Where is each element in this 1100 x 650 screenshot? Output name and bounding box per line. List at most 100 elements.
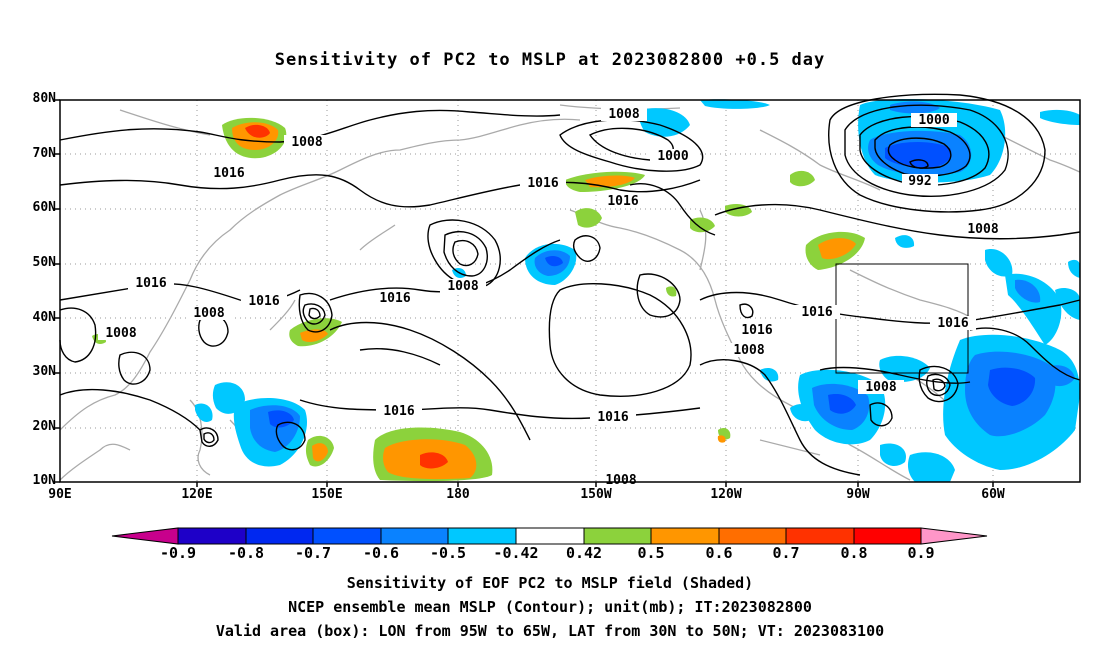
lon-label-90w: 90W bbox=[846, 487, 870, 502]
shade-patch bbox=[907, 452, 955, 482]
shade-patch bbox=[545, 255, 563, 267]
contour-label: 1000 bbox=[918, 113, 949, 128]
contour-label: 992 bbox=[908, 174, 931, 189]
caption-line-3: Valid area (box): LON from 95W to 65W, L… bbox=[215, 622, 885, 640]
shade-patch bbox=[760, 368, 779, 382]
contour-label: 1008 bbox=[105, 326, 136, 341]
lat-label-50n: 50N bbox=[32, 255, 56, 270]
mslp-contours bbox=[59, 93, 1081, 476]
contour-label: 1008 bbox=[193, 306, 224, 321]
colorbar-swatch bbox=[650, 527, 720, 545]
lat-label-30n: 30N bbox=[32, 364, 56, 379]
colorbar-label: -0.42 bbox=[493, 544, 539, 562]
colorbar-min-triangle bbox=[111, 527, 179, 545]
shade-patch bbox=[700, 99, 770, 109]
contour-label: 1016 bbox=[801, 305, 832, 320]
shade-patch bbox=[639, 108, 690, 137]
shade-patch bbox=[575, 208, 602, 228]
lon-label-150e: 150E bbox=[311, 487, 343, 502]
colorbar-swatch bbox=[718, 527, 787, 545]
shade-patch bbox=[690, 217, 715, 233]
colorbar bbox=[111, 527, 988, 545]
shade-patch bbox=[879, 355, 930, 382]
lat-label-10n: 10N bbox=[32, 473, 56, 488]
lon-label-120e: 120E bbox=[181, 487, 213, 502]
contour-label: 1016 bbox=[379, 291, 410, 306]
colorbar-swatch bbox=[177, 527, 247, 545]
lon-label-180: 180 bbox=[446, 487, 470, 502]
shade-patch bbox=[1040, 109, 1080, 125]
colorbar-swatch bbox=[785, 527, 855, 545]
shade-patch bbox=[585, 175, 635, 188]
shade-patch bbox=[312, 443, 328, 462]
colorbar-label: 0.6 bbox=[705, 544, 733, 562]
colorbar-label: 0.9 bbox=[907, 544, 935, 562]
contour-label: 1016 bbox=[383, 404, 414, 419]
colorbar-swatch bbox=[380, 527, 449, 545]
contour-label: 1000 bbox=[657, 149, 688, 164]
contour-label: 1008 bbox=[865, 380, 896, 395]
lat-label-20n: 20N bbox=[32, 419, 56, 434]
lon-label-120w: 120W bbox=[710, 487, 742, 502]
contour-label: 1016 bbox=[213, 166, 244, 181]
contour-label: 1016 bbox=[937, 316, 968, 331]
caption-line-1: Sensitivity of EOF PC2 to MSLP field (Sh… bbox=[346, 574, 754, 592]
colorbar-swatch bbox=[515, 527, 585, 545]
colorbar-swatch bbox=[853, 527, 922, 545]
shade-patch bbox=[895, 235, 915, 248]
contour-label: 1008 bbox=[447, 279, 478, 294]
shade-patch bbox=[1055, 288, 1080, 320]
shade-patch bbox=[420, 452, 448, 469]
colorbar-label: 0.5 bbox=[637, 544, 665, 562]
lat-label-70n: 70N bbox=[32, 146, 56, 161]
colorbar-label: -0.5 bbox=[429, 544, 467, 562]
shade-patch bbox=[985, 249, 1013, 277]
colorbar-max-triangle bbox=[920, 527, 988, 545]
contour-label: 1016 bbox=[248, 294, 279, 309]
contour-label: 1016 bbox=[607, 194, 638, 209]
contour-label: 1016 bbox=[741, 323, 772, 338]
shade-patch bbox=[195, 403, 213, 422]
shade-patch bbox=[818, 238, 856, 260]
contour-label: 1008 bbox=[733, 343, 764, 358]
colorbar-label: 0.8 bbox=[840, 544, 868, 562]
colorbar-swatch bbox=[447, 527, 517, 545]
shade-patch bbox=[300, 329, 328, 342]
shade-patch bbox=[1068, 259, 1080, 278]
contour-label: 1016 bbox=[527, 176, 558, 191]
caption-line-2: NCEP ensemble mean MSLP (Contour); unit(… bbox=[288, 598, 812, 616]
shade-patch bbox=[268, 410, 294, 428]
shade-patch bbox=[245, 124, 270, 138]
shade-patch bbox=[717, 435, 726, 443]
shade-patch bbox=[828, 394, 856, 414]
shade-patch bbox=[885, 142, 952, 168]
lon-label-90e: 90E bbox=[48, 487, 72, 502]
contour-labels: 1008 1008 1016 1000 1016 1016 1008 1016 … bbox=[98, 107, 1006, 488]
map-frame bbox=[59, 99, 1081, 483]
colorbar-swatch bbox=[583, 527, 652, 545]
colorbar-label: 0.42 bbox=[565, 544, 603, 562]
contour-label: 1016 bbox=[597, 410, 628, 425]
map-title: Sensitivity of PC2 to MSLP at 2023082800… bbox=[274, 50, 826, 70]
contour-label: 1016 bbox=[135, 276, 166, 291]
lat-label-40n: 40N bbox=[32, 310, 56, 325]
lat-label-60n: 60N bbox=[32, 200, 56, 215]
contour-label: 1008 bbox=[605, 473, 636, 488]
lon-label-150w: 150W bbox=[580, 487, 612, 502]
colorbar-swatch bbox=[245, 527, 314, 545]
contour-label: 1008 bbox=[608, 107, 639, 122]
lon-label-60w: 60W bbox=[981, 487, 1005, 502]
shade-patch bbox=[1015, 279, 1041, 303]
shade-patch bbox=[988, 367, 1036, 406]
contour-label: 1008 bbox=[967, 222, 998, 237]
shade-patch bbox=[880, 443, 906, 466]
shade-patch bbox=[790, 170, 815, 187]
contour-label: 1008 bbox=[291, 135, 322, 150]
colorbar-label: -0.6 bbox=[362, 544, 400, 562]
lat-label-80n: 80N bbox=[32, 91, 56, 106]
colorbar-label: -0.9 bbox=[159, 544, 197, 562]
sensitivity-shading bbox=[92, 98, 1080, 482]
colorbar-swatch bbox=[312, 527, 382, 545]
shade-patch bbox=[666, 286, 677, 297]
